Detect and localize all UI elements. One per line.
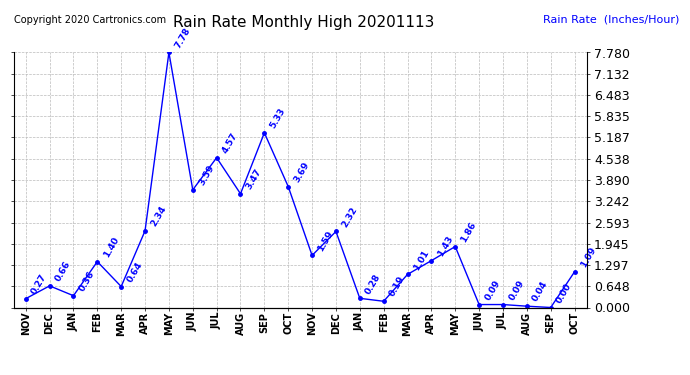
Text: 4.57: 4.57 (221, 131, 240, 155)
Text: 0.09: 0.09 (483, 278, 502, 302)
Text: 1.09: 1.09 (579, 245, 598, 269)
Text: 0.36: 0.36 (77, 269, 97, 293)
Text: 3.47: 3.47 (245, 167, 264, 191)
Text: 7.78: 7.78 (173, 26, 192, 50)
Text: 5.33: 5.33 (268, 106, 287, 130)
Text: 0.64: 0.64 (126, 260, 144, 284)
Text: 1.01: 1.01 (412, 248, 431, 272)
Text: Rain Rate  (Inches/Hour): Rain Rate (Inches/Hour) (543, 15, 680, 25)
Text: 0.09: 0.09 (507, 278, 526, 302)
Text: 0.04: 0.04 (531, 280, 550, 303)
Text: 2.34: 2.34 (149, 204, 168, 228)
Text: 0.00: 0.00 (555, 281, 573, 305)
Text: 2.32: 2.32 (340, 205, 359, 229)
Text: 0.66: 0.66 (54, 260, 72, 283)
Text: 3.69: 3.69 (293, 160, 311, 184)
Text: Copyright 2020 Cartronics.com: Copyright 2020 Cartronics.com (14, 15, 166, 25)
Text: 1.59: 1.59 (316, 229, 335, 253)
Text: 1.40: 1.40 (101, 235, 120, 259)
Text: 0.19: 0.19 (388, 275, 406, 298)
Text: 1.86: 1.86 (460, 220, 478, 244)
Text: 3.59: 3.59 (197, 163, 216, 187)
Text: Rain Rate Monthly High 20201113: Rain Rate Monthly High 20201113 (173, 15, 434, 30)
Text: 0.28: 0.28 (364, 272, 383, 296)
Text: 0.27: 0.27 (30, 272, 49, 296)
Text: 1.43: 1.43 (435, 234, 455, 258)
